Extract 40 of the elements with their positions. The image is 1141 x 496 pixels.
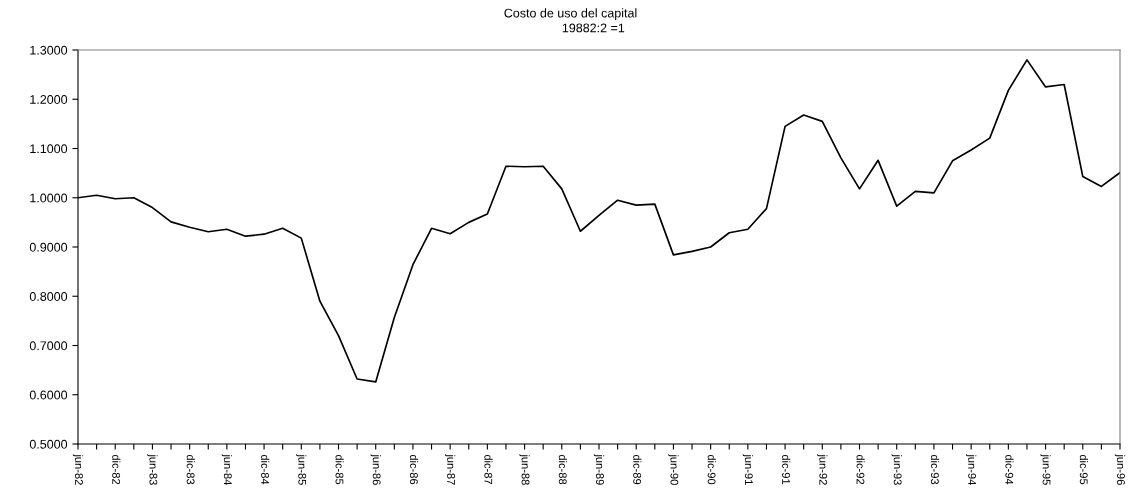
x-tick-label: jun-90	[668, 454, 679, 485]
chart-subtitle: 19882:2 =1	[562, 23, 625, 33]
x-tick-label: jun-95	[1040, 454, 1051, 485]
y-tick-label: 1.0000	[30, 193, 68, 203]
x-tick-label: dic-82	[112, 454, 121, 485]
x-tick-label: dic-91	[782, 454, 791, 485]
x-tick-label: dic-85	[335, 454, 344, 485]
x-tick-label: jun-89	[593, 454, 605, 485]
y-tick-label: 0.8000	[29, 292, 68, 301]
x-tick-label: dic-84	[261, 454, 270, 485]
y-tick-label: 1.2000	[30, 95, 68, 104]
x-tick-label: jun-91	[742, 454, 754, 485]
x-tick-label: dic-88	[558, 454, 567, 485]
x-tick-label: dic-93	[930, 454, 940, 485]
x-tick-label: jun-88	[519, 454, 530, 485]
y-tick-label: 1.1000	[30, 144, 68, 154]
x-tick-label: dic-92	[856, 454, 865, 485]
x-tick-label: dic-83	[186, 454, 195, 485]
y-tick-label: 0.6000	[29, 390, 68, 400]
y-tick-label: 0.5000	[29, 439, 68, 449]
x-tick-label: jun-85	[296, 454, 307, 485]
x-tick-label: dic-94	[1005, 454, 1014, 485]
x-tick-label: dic-90	[707, 454, 716, 485]
x-tick-label: jun-86	[370, 454, 381, 485]
x-tick-label: jun-94	[965, 454, 977, 485]
x-tick-label: jun-93	[891, 454, 902, 485]
x-tick-label: jun-83	[147, 454, 158, 485]
x-tick-label: jun-84	[221, 454, 233, 485]
chart-title: Costo de uso del capital	[504, 8, 637, 20]
x-tick-label: dic-89	[633, 454, 642, 485]
x-tick-label: dic-95	[1079, 454, 1088, 485]
y-tick-label: 0.7000	[29, 341, 68, 351]
y-tick-label: 0.9000	[29, 242, 68, 252]
x-tick-label: dic-87	[484, 454, 493, 485]
x-tick-label: jun-82	[72, 454, 84, 485]
x-tick-label: jun-96	[1114, 454, 1126, 485]
x-tick-label: dic-86	[409, 454, 419, 485]
x-tick-label: jun-92	[817, 454, 828, 485]
x-tick-label: jun-87	[444, 454, 456, 485]
y-tick-label: 1.3000	[30, 45, 68, 55]
